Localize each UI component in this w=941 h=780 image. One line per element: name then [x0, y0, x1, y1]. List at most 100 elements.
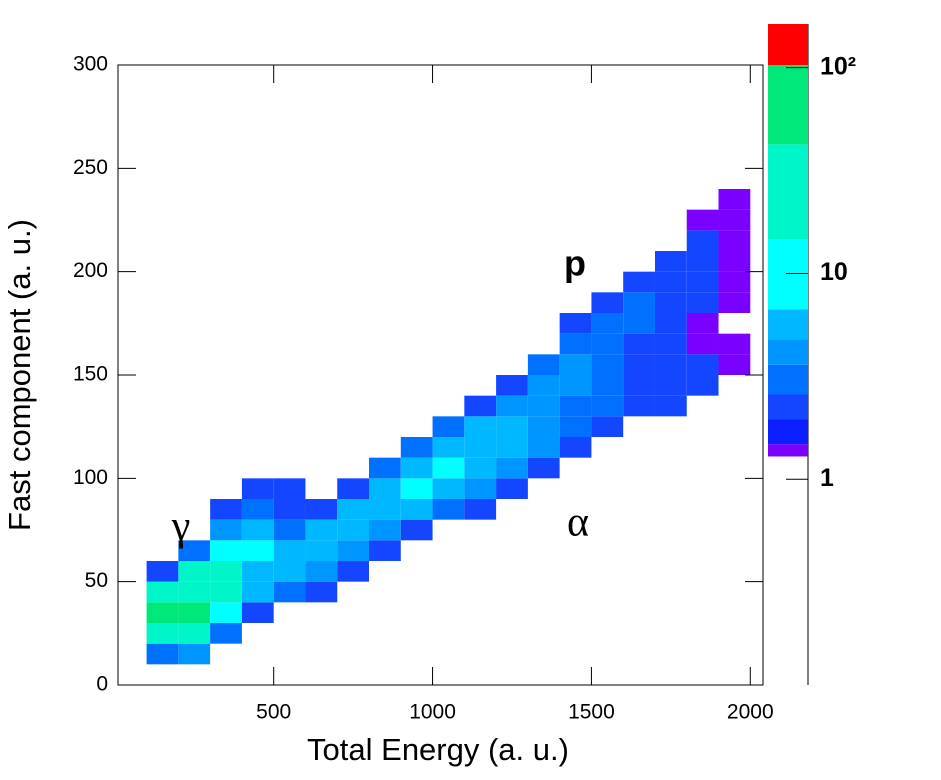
cell	[559, 375, 592, 396]
cell	[464, 478, 497, 499]
cell	[591, 292, 624, 313]
annotation: α	[567, 500, 589, 546]
cell	[337, 540, 370, 561]
x-tick-label: 1000	[409, 701, 456, 724]
cell	[241, 581, 274, 603]
cell	[241, 602, 274, 623]
cell	[623, 333, 655, 355]
cell	[686, 251, 719, 272]
cell	[273, 478, 306, 499]
cell	[591, 354, 624, 375]
x-tick-label: 500	[256, 701, 291, 724]
cell	[432, 499, 465, 520]
cell	[654, 354, 687, 375]
cell	[241, 519, 274, 541]
cell	[400, 437, 433, 458]
cell	[464, 416, 497, 437]
cell	[210, 519, 242, 541]
cell	[559, 333, 592, 355]
cell	[369, 540, 401, 561]
cell	[496, 437, 528, 458]
cell	[686, 333, 719, 355]
cell	[273, 499, 306, 520]
cell	[718, 333, 751, 355]
cell	[178, 581, 211, 603]
cell	[178, 643, 211, 665]
z-tick-label: 10²	[820, 52, 856, 80]
cell	[178, 623, 211, 644]
cell	[146, 602, 179, 623]
cell	[178, 561, 211, 582]
cell	[559, 313, 592, 334]
color-band	[768, 24, 808, 66]
x-tick-label: 2000	[727, 701, 774, 724]
cell	[337, 499, 370, 520]
color-band	[768, 419, 808, 445]
cell	[654, 375, 687, 396]
cell	[591, 333, 624, 355]
cell	[527, 395, 560, 417]
cell	[400, 457, 433, 479]
color-band	[768, 394, 808, 420]
cell	[273, 519, 306, 541]
cell	[654, 333, 687, 355]
cell	[591, 395, 624, 417]
cell	[464, 499, 497, 520]
cell	[496, 457, 528, 479]
x-axis-title: Total Energy (a. u.)	[307, 732, 569, 767]
annotation: p	[564, 243, 586, 284]
cell	[718, 354, 751, 375]
cell	[273, 581, 306, 603]
cell	[559, 416, 592, 437]
y-tick-label: 150	[73, 363, 108, 386]
y-tick-label: 0	[96, 673, 108, 696]
cell	[432, 437, 465, 458]
cell	[210, 623, 242, 644]
color-band	[768, 364, 808, 395]
x-tick-label: 1500	[568, 701, 615, 724]
cell	[623, 292, 655, 313]
cell	[146, 643, 179, 665]
color-band	[768, 239, 808, 310]
cell	[686, 292, 719, 313]
cell	[432, 416, 465, 437]
cell	[527, 457, 560, 479]
y-tick-label: 300	[73, 53, 108, 76]
cell	[210, 602, 242, 623]
cell	[464, 437, 497, 458]
cell	[369, 457, 401, 479]
cell	[623, 271, 655, 293]
cell	[146, 581, 179, 603]
cell	[305, 540, 338, 561]
cell	[210, 561, 242, 582]
color-band	[768, 65, 808, 145]
cell	[369, 478, 401, 499]
color-band	[768, 309, 808, 340]
cell	[686, 271, 719, 293]
cell	[241, 561, 274, 582]
cell	[400, 478, 433, 499]
cell	[337, 561, 370, 582]
cell	[305, 581, 338, 603]
cell	[178, 540, 211, 561]
cell	[559, 395, 592, 417]
cell	[146, 623, 179, 644]
cell	[241, 540, 274, 561]
cell	[527, 416, 560, 437]
cell	[654, 313, 687, 334]
cell	[718, 251, 751, 272]
cell	[464, 395, 497, 417]
cell	[623, 313, 655, 334]
cells	[146, 189, 751, 665]
cell	[591, 416, 624, 437]
cell	[559, 354, 592, 375]
cell	[718, 189, 751, 210]
cell	[432, 457, 465, 479]
cell	[210, 540, 242, 561]
z-tick-label: 10	[820, 258, 848, 286]
z-tick-label: 1	[820, 464, 834, 492]
cell	[686, 209, 719, 231]
cell	[464, 457, 497, 479]
cell	[496, 375, 528, 396]
